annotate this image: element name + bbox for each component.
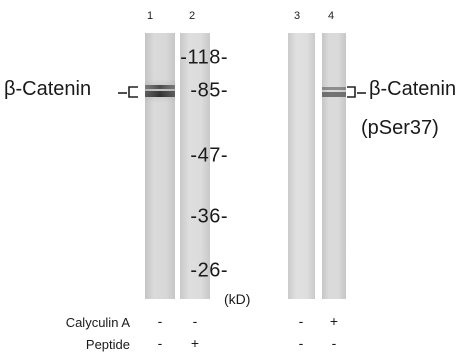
treatment-label-peptide: Peptide	[85, 337, 130, 352]
lane-number-3: 3	[293, 10, 301, 22]
protein-label-left: β-Catenin	[4, 78, 92, 100]
marker-118: -118-	[180, 46, 228, 69]
band-lane4-upper	[322, 87, 346, 90]
marker-26: -26-	[190, 259, 228, 282]
marker-36: -36-	[190, 205, 228, 228]
sign-calyculin-lane2: -	[192, 313, 198, 329]
marker-unit: (kD)	[224, 291, 251, 307]
sign-calyculin-lane1: -	[157, 313, 163, 329]
blot-lane-3	[288, 33, 315, 299]
sign-peptide-lane2: +	[190, 335, 200, 351]
band-lane4-lower	[322, 92, 346, 97]
sign-calyculin-lane3: -	[298, 313, 304, 329]
blot-lane-2	[180, 33, 210, 299]
band-pointer-right	[347, 86, 366, 98]
band-lane1-upper	[145, 85, 175, 89]
blot-lane-1	[145, 33, 175, 299]
band-lane1-lower	[145, 91, 175, 97]
sign-peptide-lane4: -	[331, 335, 337, 351]
protein-label-right: β-Catenin	[369, 78, 457, 100]
treatment-label-calyculin: Calyculin A	[65, 315, 130, 330]
sign-peptide-lane3: -	[298, 335, 304, 351]
lane-number-1: 1	[146, 10, 154, 22]
blot-lane-4	[322, 33, 346, 299]
marker-47: -47-	[190, 144, 228, 167]
lane-number-4: 4	[327, 10, 335, 22]
marker-85: -85-	[190, 79, 228, 102]
protein-label-right-site: (pSer37)	[361, 117, 439, 139]
sign-calyculin-lane4: +	[329, 313, 339, 329]
lane-number-2: 2	[188, 10, 196, 22]
band-lane1-haze	[145, 79, 175, 103]
sign-peptide-lane1: -	[157, 335, 163, 351]
band-pointer-left	[118, 86, 138, 98]
